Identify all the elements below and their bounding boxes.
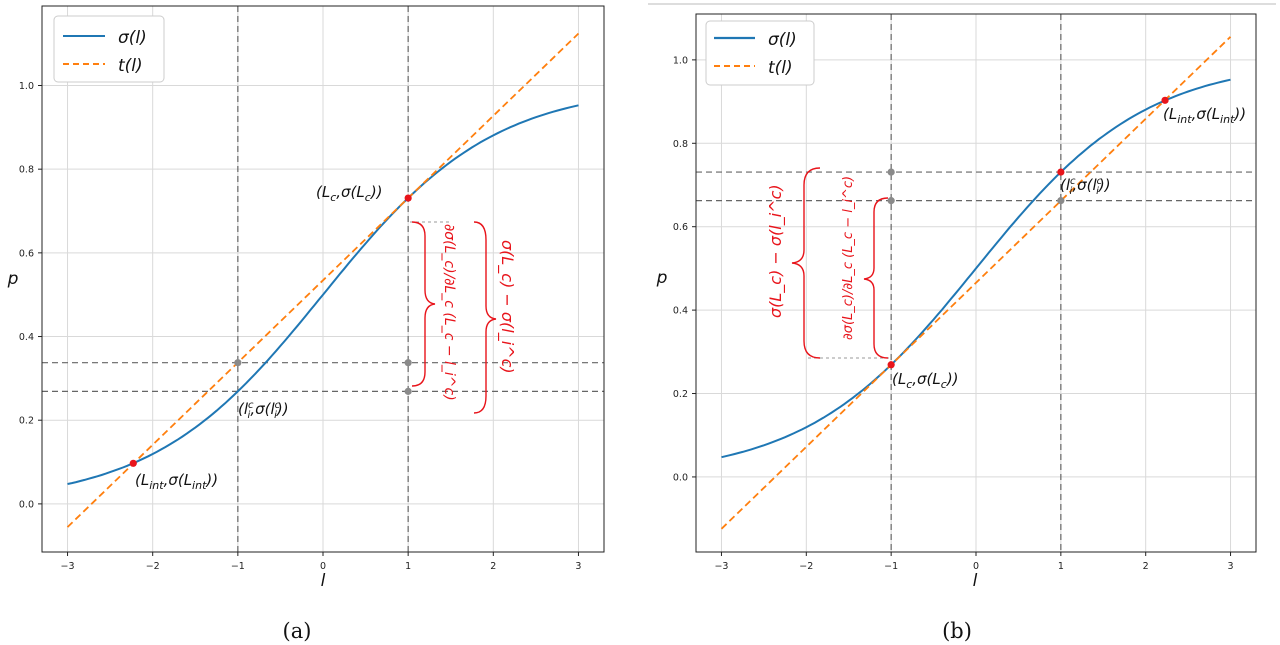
brace-outer: σ(L_c) − σ(l_i^c) [473, 221, 517, 414]
auxiliary-lines [696, 14, 1256, 552]
red-point [887, 361, 895, 369]
sigma-curve [721, 78, 1231, 459]
legend-label-tangent: t(l) [768, 58, 793, 78]
y-axis-label: p [656, 268, 668, 288]
x-tick-label: 2 [490, 561, 496, 572]
x-tick-label: 1 [1058, 561, 1064, 572]
gray-point [887, 168, 895, 176]
tick-labels: −3 −2 −1 0 1 2 3 0.0 0.2 0.4 0.6 0.8 1.0 [673, 55, 1234, 572]
gray-point [404, 359, 412, 367]
gray-point [404, 387, 412, 395]
red-point [1057, 168, 1065, 176]
legend: σ(l) t(l) [705, 20, 815, 86]
brace-outer-label: σ(L_c) − σ(l_i^c) [497, 240, 517, 374]
brace-inner-label: ∂σ(L_c)/∂L_c (L_c − l_i^c) [841, 176, 856, 340]
label-lc: (Lc,σ(Lc)) [316, 183, 383, 204]
legend-label-sigma: σ(l) [768, 30, 797, 50]
legend-box [53, 15, 165, 83]
x-tick-label: −2 [799, 561, 813, 572]
x-tick-label: −3 [714, 561, 728, 572]
legend: σ(l) t(l) [53, 15, 165, 83]
tick-labels: −3 −2 −1 0 1 2 3 0.0 0.2 0.4 0.6 0.8 1.0 [19, 81, 582, 572]
brace-inner-label: ∂σ(L_c)/∂L_c (L_c − l_i^c) [441, 224, 457, 401]
series [720, 36, 1232, 530]
x-tick-label: −1 [231, 561, 245, 572]
caption-b: (b) [942, 619, 972, 643]
gray-point [1057, 197, 1065, 205]
x-tick-label: −3 [61, 561, 75, 572]
legend-box [705, 20, 815, 86]
brace-outer-label: σ(L_c) − σ(l_i^c) [766, 184, 786, 318]
label-lint: (Lint,σ(Lint)) [135, 471, 218, 492]
gray-point [234, 359, 242, 367]
legend-label-sigma: σ(l) [118, 28, 147, 48]
points [887, 96, 1169, 369]
label-lint: (Lint,σ(Lint)) [1163, 105, 1246, 126]
y-tick-label: 0.6 [19, 248, 34, 259]
brace-inner: ∂σ(L_c)/∂L_c (L_c − l_i^c) [841, 176, 889, 359]
label-lic: (lc i,σ(lc i)) [1060, 176, 1111, 197]
y-tick-label: 0.2 [19, 416, 34, 427]
y-tick-label: 0.2 [673, 389, 688, 400]
panel-a: −3 −2 −1 0 1 2 3 0.0 0.2 0.4 0.6 0.8 1.0 l p σ(l) t(… [7, 5, 605, 643]
red-point [404, 194, 412, 202]
y-tick-label: 1.0 [19, 81, 34, 92]
x-tick-label: 3 [575, 561, 581, 572]
panel-b: −3 −2 −1 0 1 2 3 0.0 0.2 0.4 0.6 0.8 1.0 l p σ(l) t(… [656, 13, 1257, 643]
brace-inner-shape [411, 221, 436, 387]
points [129, 194, 412, 467]
y-tick-label: 0.4 [19, 332, 34, 343]
y-tick-label: 0.8 [19, 165, 34, 176]
caption-a: (a) [283, 619, 312, 643]
y-tick-label: 0.8 [673, 139, 688, 150]
y-tick-label: 0.0 [19, 499, 34, 510]
y-tick-label: 1.0 [673, 55, 688, 66]
label-lic: (lc i,σ(lc i)) [238, 400, 289, 421]
gray-point [887, 197, 895, 205]
y-tick-label: 0.6 [673, 222, 688, 233]
x-axis-label: l [973, 571, 978, 591]
x-tick-label: 0 [320, 561, 326, 572]
sigma-curve [67, 104, 579, 485]
x-tick-label: −2 [146, 561, 160, 572]
legend-label-tangent: t(l) [118, 56, 143, 76]
red-point [1161, 96, 1169, 104]
brace-inner-shape [863, 197, 889, 359]
x-tick-label: 2 [1143, 561, 1149, 572]
auxiliary-lines [42, 6, 604, 552]
red-point [129, 459, 137, 467]
y-tick-label: 0.0 [673, 472, 688, 483]
x-tick-label: −1 [884, 561, 898, 572]
label-lc: (Lc,σ(Lc)) [892, 370, 959, 391]
brace-inner: ∂σ(L_c)/∂L_c (L_c − l_i^c) [410, 221, 457, 401]
tangent-line [720, 36, 1232, 530]
x-tick-label: 1 [405, 561, 411, 572]
brace-outer: σ(L_c) − σ(l_i^c) [766, 167, 892, 359]
series [66, 32, 580, 528]
brace-outer-shape [791, 167, 821, 359]
tangent-line [66, 32, 580, 528]
x-tick-label: 0 [973, 561, 979, 572]
y-axis-label: p [7, 269, 19, 289]
brace-outer-shape [473, 221, 497, 414]
y-tick-label: 0.4 [673, 306, 688, 317]
x-axis-label: l [321, 571, 326, 591]
x-tick-label: 3 [1228, 561, 1234, 572]
